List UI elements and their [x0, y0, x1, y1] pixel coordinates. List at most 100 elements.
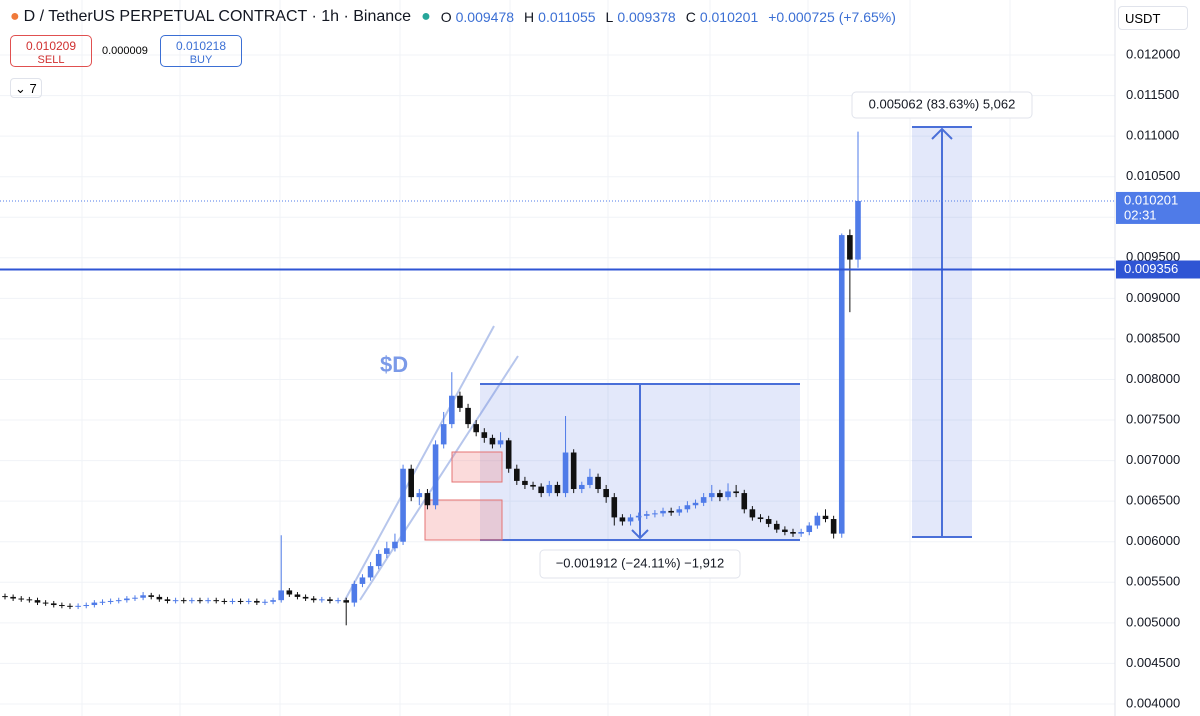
candle-body: [692, 502, 699, 506]
candle-body: [270, 600, 276, 602]
currency-select[interactable]: USDT: [1118, 6, 1188, 30]
candle-body: [367, 566, 374, 578]
countdown: 02:31: [1124, 207, 1157, 222]
candle-body: [660, 510, 666, 514]
candle-body: [773, 523, 780, 530]
candle-body: [164, 599, 171, 601]
candle-body: [294, 594, 301, 597]
candle-body: [465, 407, 471, 425]
rise-measure: 0.005062 (83.63%) 5,062: [869, 96, 1016, 111]
candle-body: [115, 600, 122, 602]
candle-body: [180, 600, 187, 602]
y-tick-label: 0.009000: [1126, 290, 1180, 305]
candle-body: [213, 600, 220, 602]
ohlc-key: L: [605, 9, 614, 25]
candle-body: [570, 452, 577, 490]
candle-body: [790, 532, 796, 534]
y-tick-label: 0.010500: [1126, 168, 1180, 183]
candle-body: [635, 515, 642, 518]
y-tick-label: 0.008000: [1126, 371, 1180, 386]
buy-label: BUY: [189, 54, 213, 66]
symbol: D / TetherUS PERPETUAL CONTRACT · 1h · B…: [23, 8, 412, 25]
candle-body: [67, 605, 73, 607]
sell-label: SELL: [37, 54, 65, 66]
candle-body: [189, 600, 195, 602]
candle-body: [855, 200, 861, 260]
ohlc-value: 0.010201: [699, 9, 759, 25]
candle-body: [107, 600, 114, 602]
candle-body: [522, 480, 528, 485]
candle-body: [335, 600, 341, 602]
candle-body: [749, 509, 756, 518]
candle-body: [578, 484, 585, 490]
buy-button[interactable]: 0.010218 BUY: [160, 35, 242, 67]
candle-body: [237, 600, 244, 602]
candle-body: [140, 595, 146, 598]
candle-body: [684, 505, 691, 510]
candle-body: [619, 517, 626, 522]
vertical-grid: [81, 0, 1011, 716]
y-tick-label: 0.008500: [1126, 330, 1180, 345]
candle-body: [741, 493, 748, 510]
candle-body: [286, 590, 293, 595]
candle-body: [798, 532, 804, 534]
candle-body: [416, 493, 423, 498]
candle-body: [449, 395, 455, 425]
candle-body: [156, 596, 163, 600]
candle-body: [473, 424, 479, 433]
candle-body: [546, 484, 553, 494]
candle-body: [319, 599, 325, 601]
candle-body: [254, 600, 260, 603]
candle-body: [10, 596, 16, 599]
candle-body: [400, 468, 406, 542]
candle-body: [75, 605, 81, 607]
candle-body: [375, 553, 382, 567]
candle-body: [806, 525, 813, 533]
candle-body: [2, 596, 8, 598]
y-tick-label: 0.007000: [1126, 452, 1180, 467]
candle-body: [814, 515, 821, 526]
header: ● D / TetherUS PERPETUAL CONTRACT · 1h ·…: [10, 8, 902, 26]
indicator-count: 7: [29, 81, 37, 96]
y-tick-label: 0.004000: [1126, 695, 1180, 710]
candle-body: [148, 595, 155, 597]
price-tag-label: 0.009356: [1124, 261, 1178, 276]
last-price-label: 0.010201: [1124, 192, 1178, 207]
candle-body: [595, 476, 601, 490]
candle-body: [627, 517, 634, 522]
candle-body: [424, 493, 431, 506]
ohlc-key: C: [685, 9, 696, 25]
candle-body: [59, 605, 65, 607]
ohlc-key: H: [524, 9, 535, 25]
candle-body: [302, 596, 309, 599]
indicators-toggle[interactable]: ⌄ 7: [10, 78, 42, 98]
candle-body: [310, 598, 317, 601]
candle-body: [132, 597, 138, 599]
status-dot: ●: [421, 8, 431, 25]
y-tick-label: 0.012000: [1126, 46, 1180, 61]
y-tick-label: 0.004500: [1126, 655, 1180, 670]
candle-body: [197, 600, 203, 602]
candle-body: [538, 486, 544, 494]
candle-body: [327, 599, 333, 601]
y-tick-label: 0.006000: [1126, 533, 1180, 548]
candle-body: [757, 517, 764, 520]
candle-body: [245, 600, 252, 602]
candle-body: [432, 444, 439, 506]
buy-price: 0.010218: [175, 39, 227, 53]
candle-body: [782, 529, 788, 533]
candle-body: [847, 235, 853, 260]
candle-body: [725, 491, 731, 498]
last-price-tag: [1116, 191, 1200, 224]
candle-body: [384, 548, 390, 554]
sell-button[interactable]: 0.010209 SELL: [10, 35, 92, 67]
ohlc-value: 0.009478: [455, 9, 515, 25]
y-tick-label: 0.007500: [1126, 411, 1180, 426]
logo: ●: [10, 8, 20, 25]
candle-body: [822, 515, 829, 520]
y-tick-label: 0.011500: [1126, 87, 1179, 102]
candle-body: [562, 452, 569, 494]
y-tick-label: 0.006500: [1126, 493, 1180, 508]
